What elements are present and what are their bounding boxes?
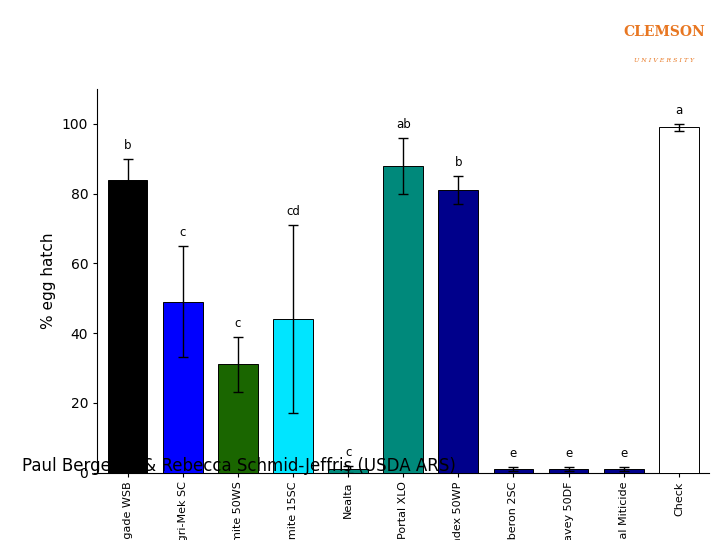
Bar xyxy=(218,364,258,472)
Bar xyxy=(659,127,698,472)
Text: Screening spider mites for
resistance – SC Populations: Screening spider mites for resistance – … xyxy=(227,19,551,65)
Y-axis label: % egg hatch: % egg hatch xyxy=(41,233,56,329)
Text: b: b xyxy=(454,156,462,169)
Bar xyxy=(549,469,588,472)
Text: e: e xyxy=(565,447,572,460)
Text: Paul Bergeron & Rebecca Schmid-Jeffris (USDA ARS): Paul Bergeron & Rebecca Schmid-Jeffris (… xyxy=(22,457,456,475)
Text: cd: cd xyxy=(286,205,300,218)
Bar xyxy=(108,180,148,472)
Text: a: a xyxy=(675,104,683,117)
Text: e: e xyxy=(510,447,517,460)
Bar xyxy=(273,319,312,472)
Bar xyxy=(438,190,478,472)
Text: c: c xyxy=(345,446,351,458)
Bar xyxy=(328,469,368,472)
Text: b: b xyxy=(124,139,131,152)
Text: e: e xyxy=(620,447,627,460)
Bar xyxy=(494,469,534,472)
Text: c: c xyxy=(235,316,241,329)
Bar xyxy=(604,469,644,472)
Text: c: c xyxy=(179,226,186,239)
Text: CLEMSON: CLEMSON xyxy=(624,25,705,39)
Text: U N I V E R S I T Y: U N I V E R S I T Y xyxy=(634,58,694,63)
Bar xyxy=(163,302,202,472)
Text: ab: ab xyxy=(396,118,410,131)
Bar xyxy=(383,166,423,472)
